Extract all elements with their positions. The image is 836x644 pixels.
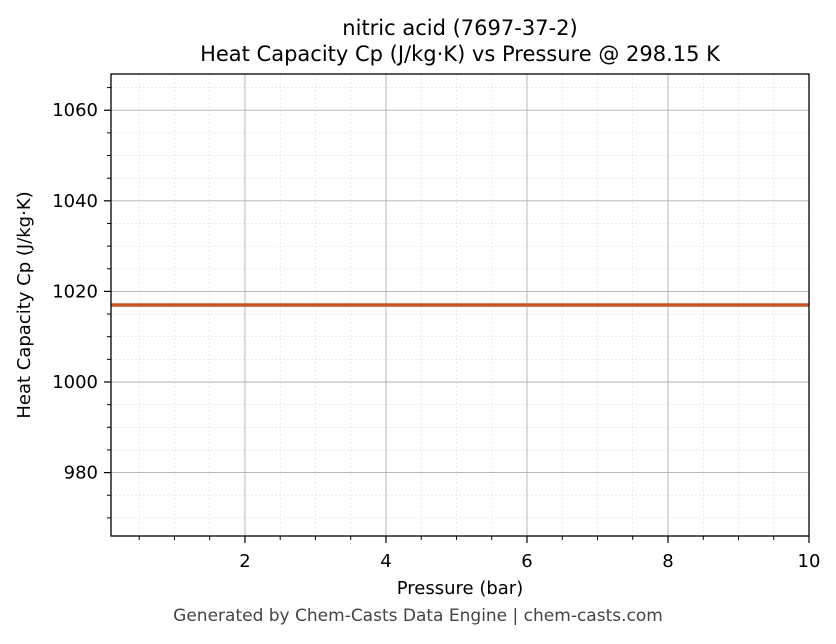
- x-axis-label: Pressure (bar): [397, 578, 523, 599]
- y-tick-label: 1000: [52, 372, 98, 393]
- x-tick-label: 10: [798, 551, 821, 572]
- y-tick-label: 1060: [52, 100, 98, 121]
- x-tick-label: 2: [239, 551, 250, 572]
- plot-frame: [110, 73, 810, 537]
- x-tick-label: 4: [380, 551, 391, 572]
- y-tick-label: 980: [64, 463, 98, 484]
- minor-grid: [111, 74, 809, 536]
- chart-title: nitric acid (7697-37-2): [342, 16, 577, 40]
- y-tick-label: 1040: [52, 191, 98, 212]
- y-axis-label: Heat Capacity Cp (J/kg·K): [14, 191, 35, 418]
- y-tick-label: 1020: [52, 281, 98, 302]
- chart: nitric acid (7697-37-2) Heat Capacity Cp…: [14, 16, 821, 599]
- x-tick-label: 8: [662, 551, 673, 572]
- chart-subtitle: Heat Capacity Cp (J/kg·K) vs Pressure @ …: [200, 42, 721, 66]
- x-tick-label: 6: [521, 551, 532, 572]
- axis-ticks: 2 4 6 8 10 980 1000 1020 1040 1060: [52, 87, 821, 572]
- footer-credit: Generated by Chem-Casts Data Engine | ch…: [173, 606, 663, 626]
